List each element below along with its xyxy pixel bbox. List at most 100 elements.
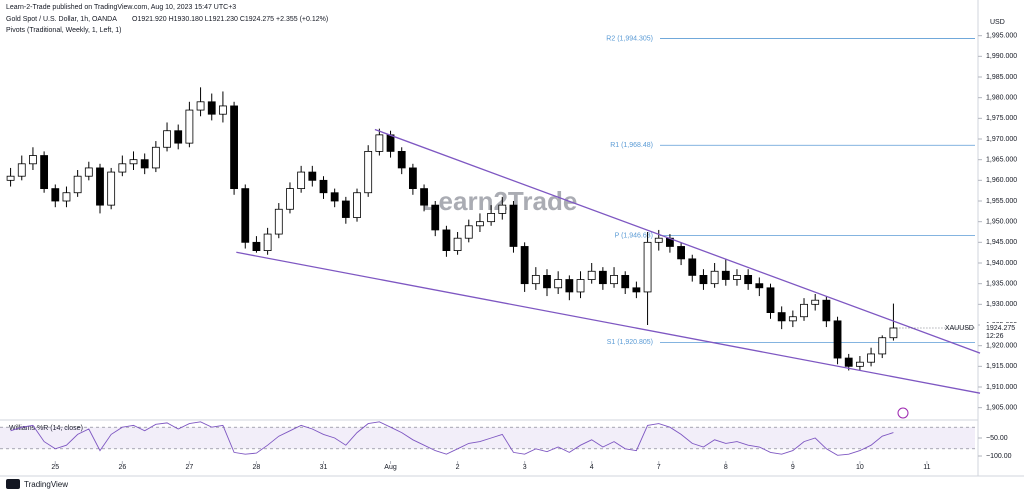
- y-tick-label: 1,955.000: [986, 198, 1017, 205]
- candle-body: [654, 237, 663, 243]
- candle-body: [6, 175, 15, 181]
- candle-body: [353, 192, 361, 218]
- candle-body: [442, 229, 451, 252]
- y-tick-label: 1,935.000: [986, 281, 1017, 288]
- candle-body: [408, 167, 417, 190]
- candle-body: [677, 246, 685, 260]
- indicator-title: Pivots (Traditional, Weekly, 1, Left, 1): [6, 27, 121, 34]
- candle-body: [800, 303, 808, 318]
- y-tick-label: 1,975.000: [986, 115, 1017, 122]
- y-tick-label: 1,945.000: [986, 239, 1017, 246]
- candle-body: [308, 171, 317, 181]
- candle-body: [330, 192, 339, 202]
- candle-body: [29, 155, 37, 165]
- pivot-label: S1 (1,920.805): [607, 339, 653, 346]
- candle-body: [207, 101, 216, 115]
- x-tick-label: 3: [523, 464, 527, 471]
- x-tick-label: 28: [253, 464, 261, 471]
- candle-body: [688, 258, 697, 276]
- y-tick-label: 1,960.000: [986, 177, 1017, 184]
- candle-body: [844, 357, 853, 367]
- event-icon[interactable]: [897, 407, 909, 419]
- candle-body: [721, 270, 730, 280]
- candle-body: [699, 274, 708, 285]
- candle-body: [174, 130, 183, 144]
- candle-body: [855, 361, 864, 367]
- candle-body: [219, 105, 227, 115]
- candle-body: [397, 150, 406, 169]
- currency: USD: [990, 19, 1005, 26]
- y-tick-label: 1,990.000: [986, 53, 1017, 60]
- candle-body: [420, 188, 428, 206]
- symbol-label: XAUUSD: [945, 325, 974, 332]
- pivot-label: R1 (1,968.48): [610, 142, 653, 149]
- y-tick-label: 1,950.000: [986, 219, 1017, 226]
- candle-body: [509, 204, 518, 247]
- candle-body: [73, 175, 82, 194]
- y-tick-label: 1,965.000: [986, 157, 1017, 164]
- y-tick-label: 1,940.000: [986, 260, 1017, 267]
- candle-body: [286, 188, 294, 210]
- candle-body: [565, 279, 574, 293]
- candle-body: [733, 274, 741, 280]
- candle-body: [744, 274, 753, 285]
- last-price-label: 1924.275: [986, 325, 1015, 332]
- candle-body: [40, 155, 49, 190]
- y-tick-label: 1,970.000: [986, 136, 1017, 143]
- candle-body: [878, 337, 887, 355]
- candle-body: [777, 312, 786, 322]
- candle-body: [531, 274, 540, 285]
- candle-body: [263, 233, 272, 251]
- candle-body: [274, 208, 283, 235]
- x-tick-label: 31: [320, 464, 328, 471]
- y-tick-label: 1,910.000: [986, 384, 1017, 391]
- candle-body: [140, 159, 149, 169]
- trendline: [236, 251, 981, 394]
- y-tick-label: 1,980.000: [986, 95, 1017, 102]
- oscillator-y-tick-label: −100.00: [986, 453, 1012, 460]
- x-tick-label: 27: [185, 464, 193, 471]
- candle-body: [867, 353, 875, 363]
- candle-body: [833, 320, 842, 359]
- x-tick-label: Aug: [384, 464, 397, 471]
- candle-body: [543, 274, 551, 289]
- footer: TradingView: [24, 480, 68, 489]
- candle-body: [252, 241, 261, 251]
- candle-body: [576, 279, 585, 293]
- candle-body: [598, 270, 607, 285]
- x-tick-label: 2: [456, 464, 460, 471]
- y-tick-label: 1,930.000: [986, 301, 1017, 308]
- oscillator-band: [0, 427, 975, 449]
- oscillator-y-tick-label: −50.00: [986, 435, 1008, 442]
- candle-body: [17, 163, 26, 177]
- candle-body: [386, 134, 395, 152]
- candle-body: [487, 212, 496, 223]
- oscillator-line: [10, 421, 894, 456]
- y-tick-label: 1,920.000: [986, 343, 1017, 350]
- candle-body: [788, 316, 797, 322]
- candle-body: [84, 167, 93, 177]
- candle-body: [129, 159, 138, 165]
- y-tick-label: 1,985.000: [986, 74, 1017, 81]
- oscillator-title: Williams %R (14, close): [9, 425, 83, 432]
- x-tick-label: 26: [118, 464, 126, 471]
- candle-body: [151, 146, 160, 169]
- candle-body: [889, 327, 898, 339]
- candle-body: [498, 204, 507, 214]
- candle-body: [554, 279, 563, 289]
- candle-body: [520, 246, 529, 285]
- candle-body: [196, 101, 205, 111]
- candle-body: [107, 171, 116, 206]
- candle-body: [766, 287, 775, 313]
- candle-body: [118, 163, 127, 173]
- x-tick-label: 8: [724, 464, 728, 471]
- candle-body: [476, 221, 484, 227]
- candle-body: [431, 204, 440, 231]
- pivot-label: R2 (1,994.305): [606, 35, 653, 42]
- candle-body: [185, 109, 194, 144]
- candle-body: [241, 188, 250, 243]
- countdown: 12:26: [986, 333, 1004, 340]
- candle-body: [163, 130, 171, 148]
- x-tick-label: 10: [856, 464, 864, 471]
